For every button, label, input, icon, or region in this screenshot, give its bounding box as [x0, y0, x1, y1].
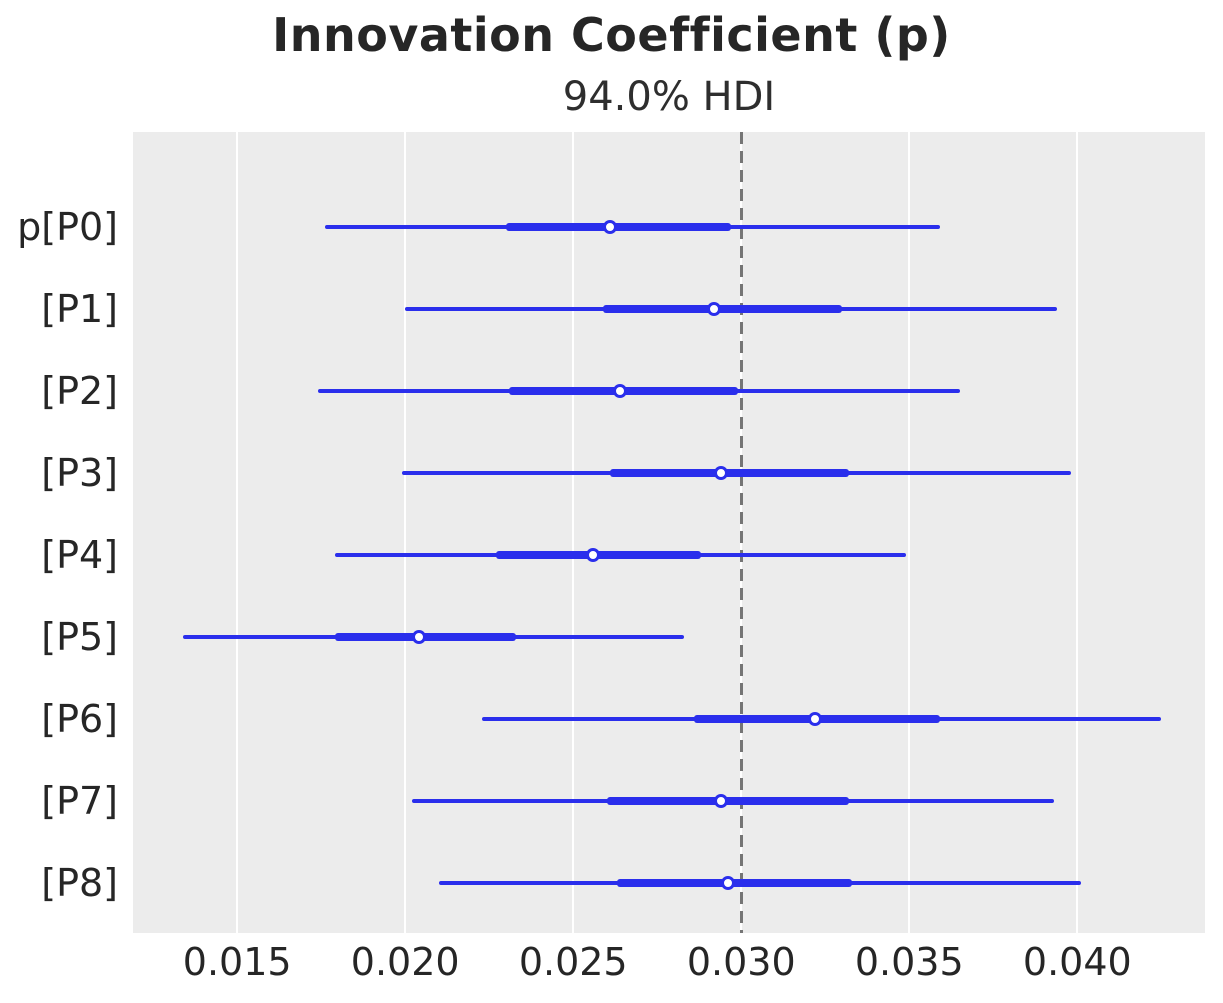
median-marker — [586, 548, 601, 562]
y-tick-label: [P1] — [41, 287, 118, 331]
gridline — [572, 132, 575, 933]
gridline — [908, 132, 911, 933]
plot-area — [133, 132, 1205, 933]
gridline — [404, 132, 407, 933]
iqr-line — [610, 469, 849, 477]
x-tick-label: 0.015 — [182, 940, 292, 984]
median-marker — [613, 384, 628, 398]
x-tick-label: 0.025 — [518, 940, 628, 984]
y-tick-label: [P3] — [41, 451, 118, 495]
y-tick-label: p[P0] — [17, 205, 118, 249]
x-tick-label: 0.030 — [686, 940, 796, 984]
median-marker — [714, 794, 729, 808]
median-marker — [714, 466, 729, 480]
median-marker — [707, 302, 722, 316]
plot-title: Innovation Coefficient (p) — [272, 8, 951, 62]
iqr-line — [603, 305, 843, 313]
y-tick-label: [P5] — [41, 615, 118, 659]
plot-subtitle: 94.0% HDI — [562, 74, 776, 120]
x-tick-label: 0.035 — [854, 940, 964, 984]
gridline — [236, 132, 239, 933]
x-tick-label: 0.040 — [1022, 940, 1132, 984]
y-tick-label: [P2] — [41, 369, 118, 413]
y-tick-label: [P7] — [41, 779, 118, 823]
y-tick-label: [P4] — [41, 533, 118, 577]
x-tick-label: 0.020 — [350, 940, 460, 984]
reference-line — [739, 132, 743, 933]
iqr-line — [506, 223, 732, 231]
y-tick-label: [P8] — [41, 861, 118, 905]
gridline — [1076, 132, 1079, 933]
y-tick-label: [P6] — [41, 697, 118, 741]
median-marker — [411, 630, 426, 644]
median-marker — [808, 712, 823, 726]
median-marker — [720, 876, 735, 890]
median-marker — [603, 220, 618, 234]
